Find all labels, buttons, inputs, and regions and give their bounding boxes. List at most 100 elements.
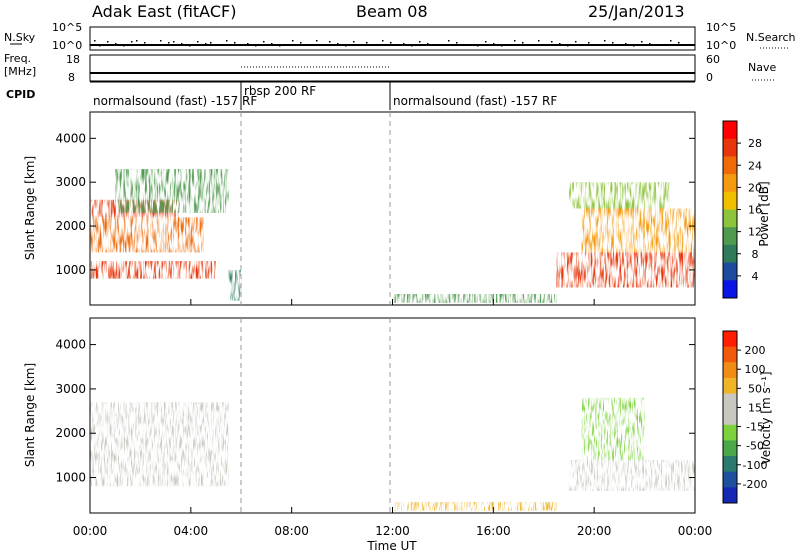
noise-dot [464, 44, 466, 46]
ytick-label: 2000 [55, 219, 86, 233]
colorbar-tick-label: 50 [748, 382, 762, 395]
noise-dot [353, 41, 355, 43]
x-axis-ticks: 00:00 04:00 08:00 12:00 16:00 20:00 00:00 [73, 299, 712, 538]
ytick-label: 2000 [55, 426, 86, 440]
noise-dot [612, 42, 614, 44]
noise-panel-frame [89, 26, 696, 51]
noise-dot [485, 41, 487, 43]
colorbar-swatch [723, 156, 737, 175]
noise-dot [255, 45, 257, 47]
noise-dot [411, 45, 413, 47]
xtick-label: 08:00 [274, 524, 309, 538]
colorbar-tick-label: 24 [748, 159, 762, 172]
noise-dot [136, 40, 138, 42]
ytick-label: 3000 [55, 175, 86, 189]
noise-dot [678, 42, 680, 44]
ytick-label: 1000 [55, 471, 86, 485]
scatter-region-2 [90, 217, 204, 253]
noise-dot [649, 43, 651, 45]
noise-dot [514, 40, 516, 42]
noise-dot [448, 40, 450, 42]
ytick-label: 3000 [55, 382, 86, 396]
noise-dot [279, 45, 281, 47]
noise-dot [226, 40, 228, 42]
scatter-region-3 [568, 459, 695, 491]
noise-ytick-left-top: 10^5 [52, 21, 82, 34]
colorbar-swatch [723, 280, 737, 299]
colorbar-swatch [723, 191, 737, 210]
noise-dot [168, 42, 170, 44]
noise-dot [596, 44, 598, 46]
noise-panel: N.Sky 10^5 10^0 10^5 10^0 N.Search [4, 21, 796, 52]
colorbar-tick-label: 28 [748, 137, 762, 150]
colorbar-tick-label: 100 [745, 363, 766, 376]
scatter-region-7 [556, 252, 695, 288]
nave-ytick-right-top: 60 [706, 53, 720, 66]
x-axis-label: Time UT [366, 539, 417, 553]
noise-ytick-left-bottom: 10^0 [52, 39, 82, 52]
noise-dot [493, 43, 495, 45]
colorbar-swatch [723, 331, 737, 348]
noise-dot [160, 40, 162, 42]
freq-label-1: Freq. [4, 52, 31, 65]
colorbar-tick-label: 16 [748, 204, 762, 217]
colorbar-swatch [723, 456, 737, 473]
noise-dot [551, 41, 553, 43]
noise-dot [374, 44, 376, 46]
noise-dot [234, 42, 236, 44]
cpid-segment-1: normalsound (fast) -157 RF [93, 94, 257, 108]
noise-dot [477, 45, 479, 47]
noise-right-label: N.Search [746, 31, 796, 44]
noise-dot [271, 43, 273, 45]
noise-dot [94, 40, 96, 42]
noise-dot [403, 43, 405, 45]
ytick-label: 4000 [55, 131, 86, 145]
noise-dot [337, 43, 339, 45]
colorbar-tick-label: -50 [746, 440, 764, 453]
ytick-label: 4000 [55, 338, 86, 352]
noise-dot [530, 44, 532, 46]
colorbar-tick-label: 200 [745, 344, 766, 357]
noise-dot [131, 41, 133, 43]
colorbar-swatch [723, 174, 737, 193]
noise-dot [107, 41, 109, 43]
noise-dot [625, 43, 627, 45]
cpid-segment-3: normalsound (fast) -157 RF [393, 94, 557, 108]
scatter-region-4 [115, 169, 229, 213]
noise-dot [173, 41, 175, 43]
scatter-region-6 [392, 294, 557, 303]
colorbar-tick-label: 20 [748, 181, 762, 194]
colorbar-swatch [723, 209, 737, 228]
colorbar-swatch [723, 487, 737, 504]
colorbar-swatch [723, 424, 737, 441]
noise-ytick-right-top: 10^5 [706, 21, 736, 34]
colorbar-swatch [723, 244, 737, 264]
noise-dot [263, 41, 265, 43]
scatter-region-8 [581, 208, 695, 253]
xtick-label: 16:00 [476, 524, 511, 538]
colorbar-tick-label: -100 [743, 459, 768, 472]
noise-dot [440, 44, 442, 46]
station-title: Adak East (fitACF) [92, 2, 236, 21]
nave-label: Nave [748, 61, 776, 74]
noise-dot [292, 40, 294, 42]
noise-dot [456, 42, 458, 44]
noise-dot [366, 42, 368, 44]
noise-dot [189, 45, 191, 47]
noise-dot [144, 42, 146, 44]
noise-search-dots [94, 40, 688, 47]
xtick-label: 04:00 [174, 524, 209, 538]
power-yticks: 1000 2000 3000 4000 [55, 131, 695, 277]
power-data [90, 169, 695, 303]
colorbar-swatch [723, 440, 737, 457]
noise-dot [205, 43, 207, 45]
cpid-segment-2: rbsp 200 RF [244, 84, 316, 98]
scatter-region-5 [228, 269, 242, 301]
noise-dot [427, 43, 429, 45]
scatter-region-9 [568, 182, 670, 209]
colorbar-swatch [723, 346, 737, 363]
scatter-region-2 [392, 501, 557, 511]
noise-dot [390, 42, 392, 44]
colorbar-tick-label: 12 [748, 226, 762, 239]
freq-panel-frame [89, 54, 696, 82]
